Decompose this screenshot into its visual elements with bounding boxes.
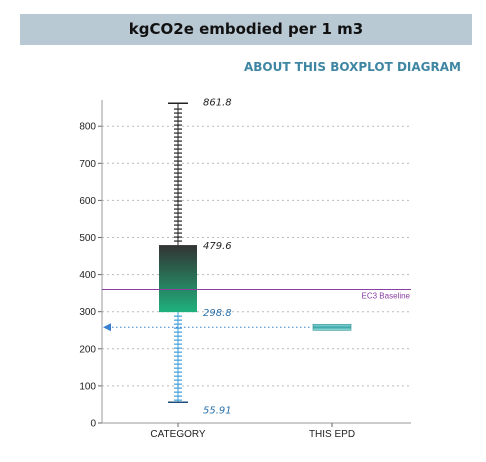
page-title: kgCO2e embodied per 1 m3 (128, 20, 364, 38)
q3-value-label: 479.6 (203, 241, 232, 252)
q1-value-label: 298.8 (203, 308, 232, 319)
y-tick-label: 100 (79, 381, 96, 392)
y-tick-label: 600 (79, 196, 96, 207)
x-category-label: THIS EPD (309, 429, 355, 440)
y-tick-label: 400 (79, 270, 96, 281)
y-tick-label: 0 (90, 419, 96, 430)
y-tick-label: 500 (79, 233, 96, 244)
y-tick-label: 200 (79, 344, 96, 355)
y-tick-label: 800 (79, 122, 96, 133)
y-tick-label: 300 (79, 307, 96, 318)
baseline-label: EC3 Baseline (362, 291, 411, 300)
y-tick-label: 700 (79, 159, 96, 170)
iqr-box (159, 245, 197, 313)
max-value-label: 861.8 (203, 97, 232, 108)
epd-marker (312, 323, 352, 331)
header-bar: kgCO2e embodied per 1 m3 (20, 14, 472, 45)
x-category-label: CATEGORY (150, 429, 206, 440)
about-boxplot-link[interactable]: ABOUT THIS BOXPLOT DIAGRAM (243, 60, 461, 74)
min-value-label: 55.91 (203, 405, 232, 416)
epd-arrow-marker (103, 323, 111, 332)
